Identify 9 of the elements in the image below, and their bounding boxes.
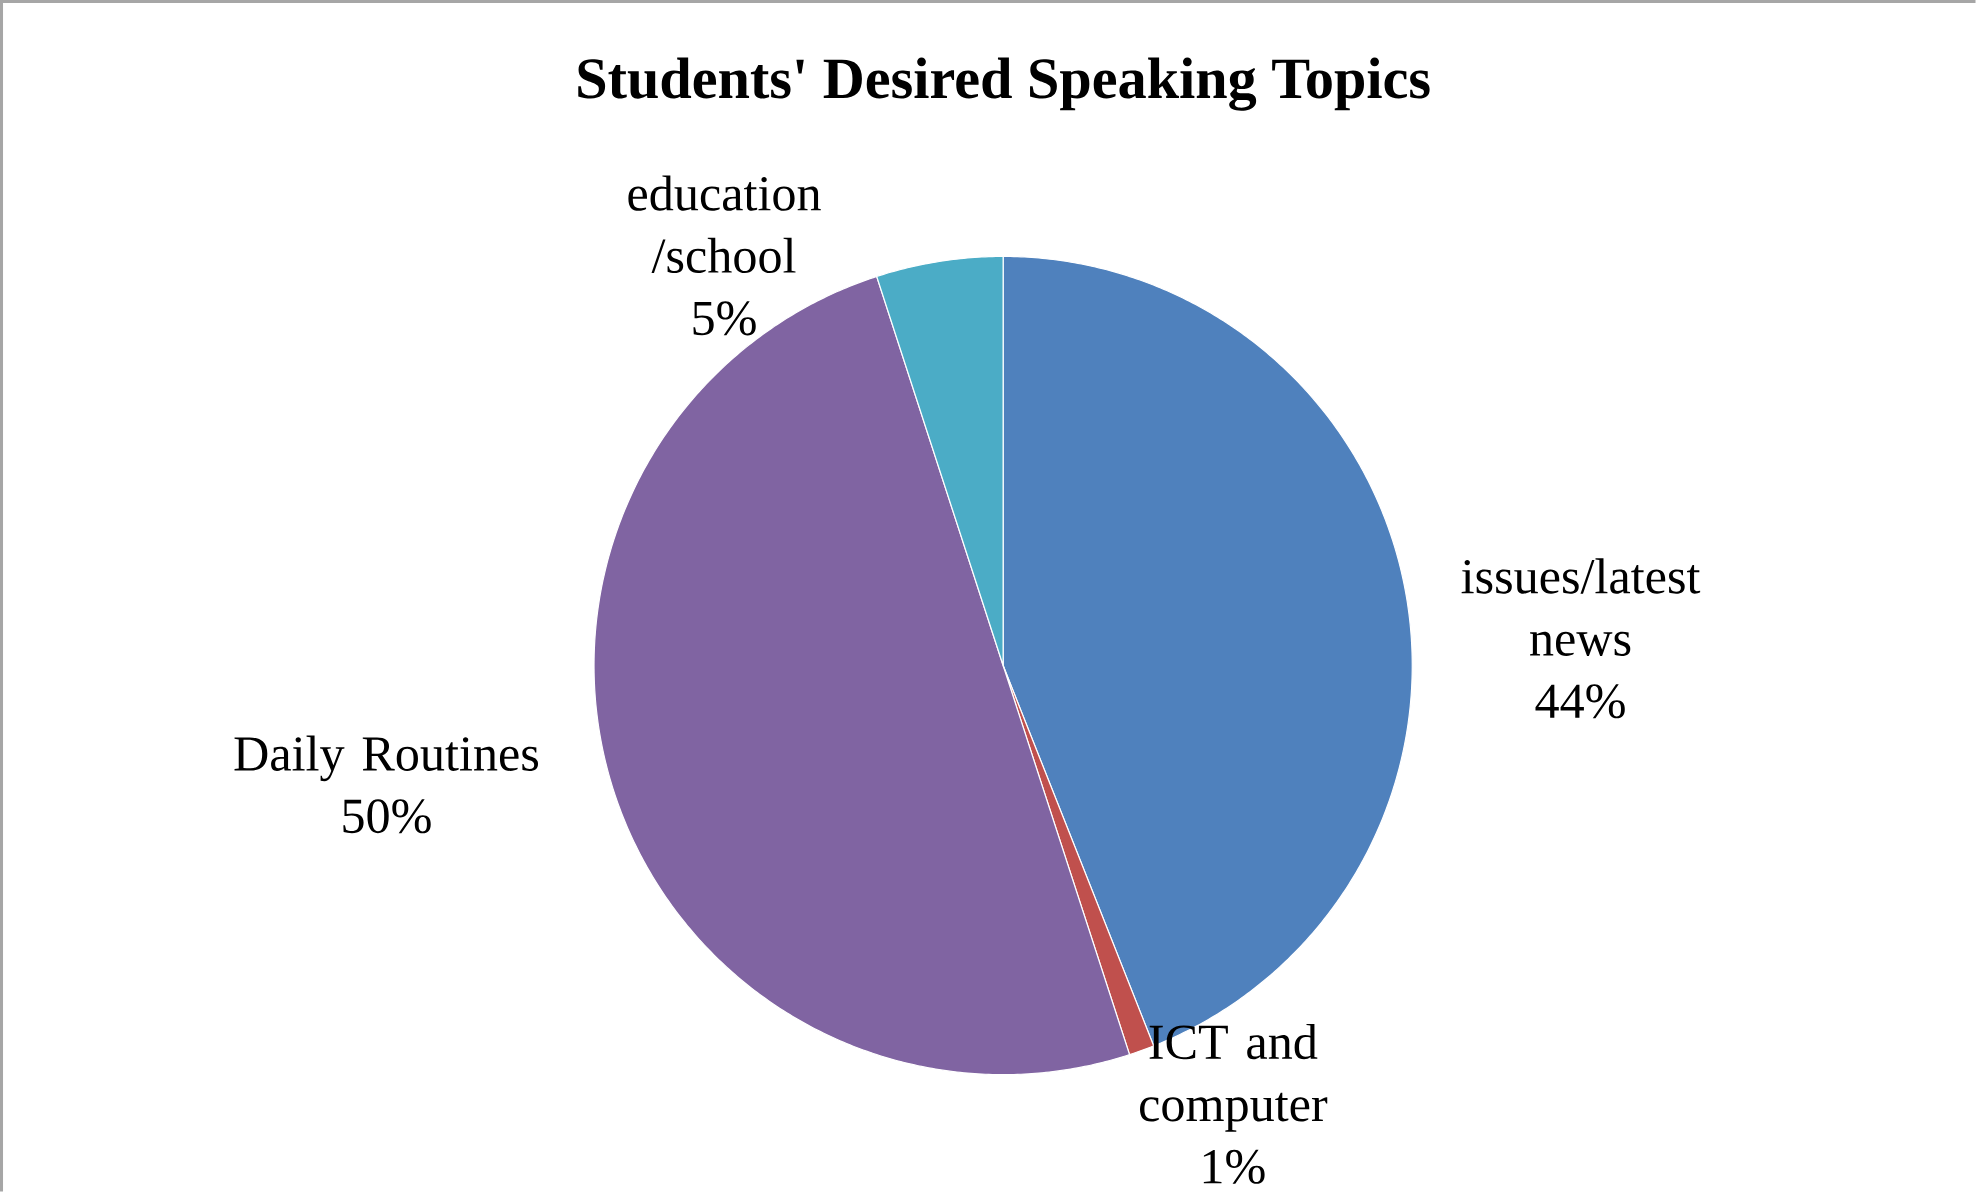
data-label: 1% xyxy=(1203,1149,1265,1184)
slice-label: issues/latest news xyxy=(1461,558,1701,656)
chart-title: Students' Desired Speaking Topics xyxy=(578,57,1430,111)
slice-label: education /school xyxy=(628,175,821,273)
data-label: 50% xyxy=(343,799,431,834)
data-label: 5% xyxy=(693,301,756,336)
slice-label: Daily Routines xyxy=(234,735,539,782)
slice-label: ICT and computer xyxy=(1140,1023,1328,1132)
data-label: 44% xyxy=(1535,684,1625,719)
